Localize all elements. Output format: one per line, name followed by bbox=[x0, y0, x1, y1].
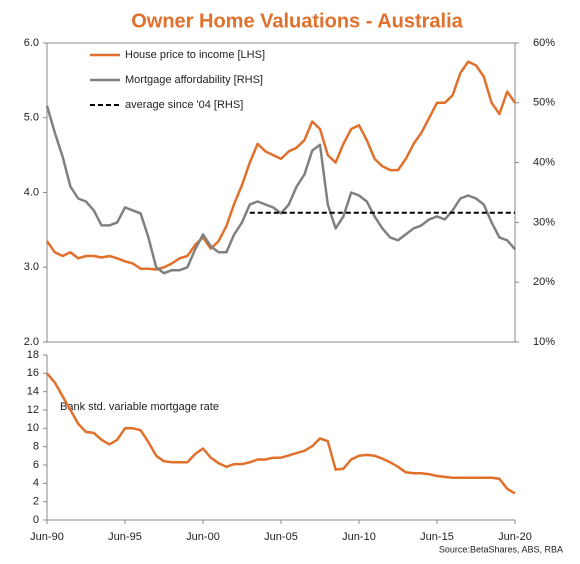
x-tick-label: Jun-15 bbox=[420, 531, 454, 543]
annotation: Bank std. variable mortgage rate bbox=[60, 401, 219, 413]
y-tick-label: 4.0 bbox=[24, 186, 39, 198]
y-tick-label: 3.0 bbox=[24, 261, 39, 273]
y-tick-label: 6 bbox=[33, 459, 39, 471]
y-tick-label: 18 bbox=[27, 349, 39, 361]
y2-tick-label: 30% bbox=[533, 216, 555, 228]
y-tick-label: 0 bbox=[33, 514, 39, 526]
y-tick-label: 2.0 bbox=[24, 336, 39, 348]
y-tick-label: 5.0 bbox=[24, 112, 39, 124]
y-tick-label: 12 bbox=[27, 404, 39, 416]
x-tick-label: Jun-05 bbox=[264, 531, 298, 543]
x-tick-label: Jun-90 bbox=[30, 531, 64, 543]
x-tick-label: Jun-00 bbox=[186, 531, 220, 543]
top-frame bbox=[46, 42, 516, 343]
chart-title: Owner Home Valuations - Australia bbox=[131, 10, 463, 32]
x-tick-label: Jun-95 bbox=[108, 531, 142, 543]
y2-tick-label: 10% bbox=[533, 336, 555, 348]
y-tick-label: 2 bbox=[33, 496, 39, 508]
source: Source:BetaShares, ABS, RBA bbox=[439, 544, 563, 554]
x-tick-label: Jun-10 bbox=[342, 531, 376, 543]
y-tick-label: 16 bbox=[27, 367, 39, 379]
y2-tick-label: 50% bbox=[533, 97, 555, 109]
x-tick-label: Jun-20 bbox=[498, 531, 532, 543]
y2-tick-label: 60% bbox=[533, 37, 555, 49]
line-series bbox=[45, 60, 517, 271]
y-tick-label: 14 bbox=[27, 386, 39, 398]
line-series bbox=[46, 372, 516, 495]
line-series bbox=[45, 105, 516, 275]
legend-label: average since '04 [RHS] bbox=[125, 99, 243, 111]
legend-label: Mortgage affordability [RHS] bbox=[125, 74, 263, 86]
y2-tick-label: 40% bbox=[533, 157, 555, 169]
y-tick-label: 8 bbox=[33, 441, 39, 453]
y-tick-label: 6.0 bbox=[24, 37, 39, 49]
legend-label: House price to income [LHS] bbox=[125, 49, 265, 61]
y-tick-label: 10 bbox=[27, 422, 39, 434]
y2-tick-label: 20% bbox=[533, 276, 555, 288]
y-tick-label: 4 bbox=[33, 477, 39, 489]
